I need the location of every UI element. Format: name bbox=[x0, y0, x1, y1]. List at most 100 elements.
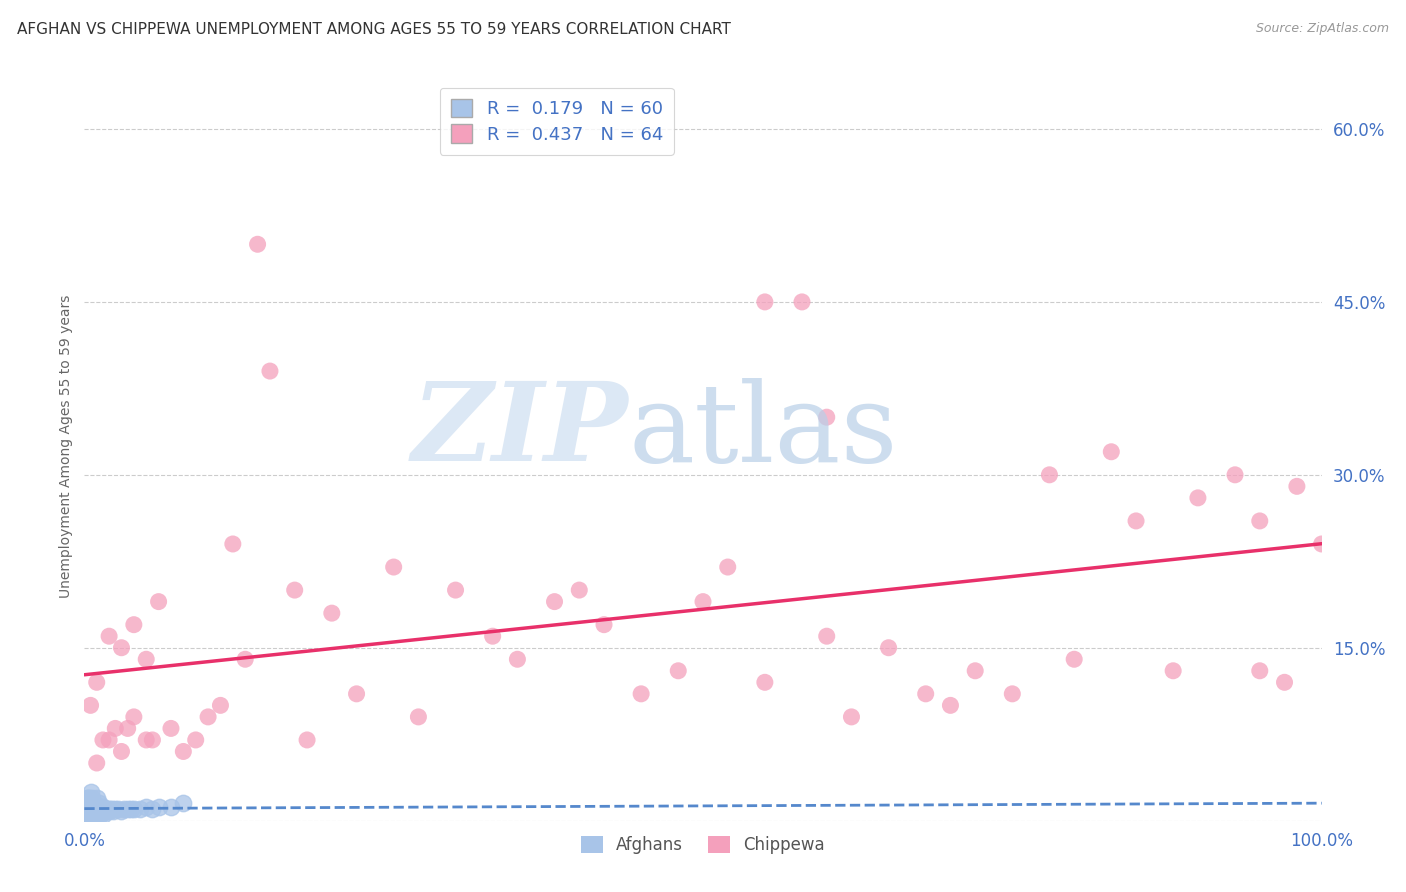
Point bbox=[914, 687, 936, 701]
Point bbox=[101, 805, 124, 819]
Point bbox=[82, 797, 104, 811]
Point bbox=[754, 675, 776, 690]
Point bbox=[790, 294, 813, 309]
Point bbox=[117, 722, 139, 736]
Point bbox=[593, 617, 616, 632]
Point bbox=[666, 664, 689, 678]
Legend: Afghans, Chippewa: Afghans, Chippewa bbox=[575, 830, 831, 861]
Point bbox=[122, 617, 145, 632]
Point bbox=[98, 802, 121, 816]
Point bbox=[110, 744, 132, 758]
Point bbox=[96, 805, 118, 819]
Point bbox=[321, 606, 343, 620]
Point bbox=[86, 802, 108, 816]
Point bbox=[135, 799, 157, 814]
Point bbox=[79, 808, 101, 822]
Point bbox=[444, 583, 467, 598]
Point bbox=[1274, 675, 1296, 690]
Point bbox=[79, 805, 101, 819]
Point bbox=[79, 799, 101, 814]
Point bbox=[1001, 687, 1024, 701]
Point bbox=[104, 722, 127, 736]
Point bbox=[184, 733, 207, 747]
Point bbox=[75, 802, 97, 816]
Point bbox=[122, 710, 145, 724]
Point bbox=[141, 802, 163, 816]
Text: atlas: atlas bbox=[628, 377, 898, 484]
Point bbox=[83, 805, 105, 819]
Point bbox=[79, 785, 101, 799]
Point bbox=[112, 802, 135, 816]
Point bbox=[100, 802, 122, 816]
Point bbox=[89, 799, 111, 814]
Y-axis label: Unemployment Among Ages 55 to 59 years: Unemployment Among Ages 55 to 59 years bbox=[59, 294, 73, 598]
Point bbox=[84, 799, 107, 814]
Point bbox=[172, 797, 194, 811]
Point bbox=[1285, 479, 1308, 493]
Point bbox=[76, 790, 98, 805]
Point bbox=[79, 698, 101, 713]
Point bbox=[481, 629, 503, 643]
Point bbox=[97, 802, 120, 816]
Point bbox=[82, 808, 104, 822]
Point bbox=[86, 756, 108, 770]
Point bbox=[717, 560, 740, 574]
Point bbox=[148, 799, 170, 814]
Point bbox=[135, 652, 157, 666]
Point bbox=[815, 629, 838, 643]
Point bbox=[877, 640, 900, 655]
Point bbox=[79, 802, 101, 816]
Point bbox=[77, 790, 100, 805]
Point bbox=[246, 237, 269, 252]
Point bbox=[284, 583, 307, 598]
Point bbox=[110, 805, 132, 819]
Point bbox=[692, 594, 714, 608]
Point bbox=[1161, 664, 1184, 678]
Point bbox=[346, 687, 368, 701]
Point bbox=[160, 799, 183, 814]
Point bbox=[1249, 664, 1271, 678]
Point bbox=[75, 797, 97, 811]
Point bbox=[80, 808, 103, 822]
Point bbox=[630, 687, 652, 701]
Point bbox=[79, 808, 101, 822]
Point bbox=[543, 594, 565, 608]
Point bbox=[98, 629, 121, 643]
Point bbox=[87, 802, 110, 816]
Point bbox=[259, 364, 281, 378]
Text: ZIP: ZIP bbox=[412, 377, 628, 484]
Point bbox=[94, 802, 117, 816]
Point bbox=[84, 808, 107, 822]
Point bbox=[141, 733, 163, 747]
Point bbox=[98, 805, 121, 819]
Point bbox=[86, 790, 108, 805]
Point bbox=[76, 802, 98, 816]
Point bbox=[117, 802, 139, 816]
Point bbox=[148, 594, 170, 608]
Point bbox=[120, 802, 142, 816]
Point bbox=[568, 583, 591, 598]
Point bbox=[1063, 652, 1085, 666]
Point bbox=[76, 808, 98, 822]
Point bbox=[939, 698, 962, 713]
Point bbox=[1125, 514, 1147, 528]
Point bbox=[841, 710, 863, 724]
Point bbox=[89, 797, 111, 811]
Point bbox=[107, 802, 129, 816]
Point bbox=[79, 797, 101, 811]
Point bbox=[1310, 537, 1333, 551]
Point bbox=[209, 698, 232, 713]
Point bbox=[91, 808, 114, 822]
Point bbox=[172, 744, 194, 758]
Point bbox=[1187, 491, 1209, 505]
Point bbox=[506, 652, 529, 666]
Point bbox=[80, 790, 103, 805]
Point bbox=[1223, 467, 1246, 482]
Point bbox=[80, 802, 103, 816]
Point bbox=[82, 802, 104, 816]
Point bbox=[79, 790, 101, 805]
Point bbox=[77, 808, 100, 822]
Point bbox=[104, 802, 127, 816]
Point bbox=[89, 808, 111, 822]
Point bbox=[83, 797, 105, 811]
